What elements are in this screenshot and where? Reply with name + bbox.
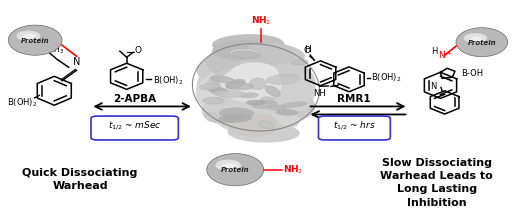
Ellipse shape (203, 97, 224, 104)
Ellipse shape (200, 83, 221, 90)
Ellipse shape (252, 101, 277, 108)
Ellipse shape (206, 42, 280, 78)
Ellipse shape (205, 113, 219, 122)
Ellipse shape (248, 87, 310, 114)
Ellipse shape (212, 42, 305, 70)
Text: O: O (135, 46, 142, 55)
Text: B-OH: B-OH (461, 69, 483, 78)
Ellipse shape (456, 28, 508, 57)
Ellipse shape (219, 108, 254, 119)
Ellipse shape (222, 163, 237, 170)
Ellipse shape (213, 90, 246, 97)
Ellipse shape (212, 86, 315, 127)
Ellipse shape (267, 105, 286, 110)
Ellipse shape (470, 36, 483, 42)
Ellipse shape (261, 97, 275, 104)
Ellipse shape (266, 74, 299, 84)
Text: H: H (431, 47, 437, 56)
Ellipse shape (218, 115, 244, 123)
Ellipse shape (226, 79, 245, 89)
Ellipse shape (239, 93, 258, 98)
Text: 2-APBA: 2-APBA (113, 94, 156, 104)
Ellipse shape (291, 59, 308, 65)
Text: N: N (73, 57, 80, 67)
Ellipse shape (210, 76, 234, 83)
Ellipse shape (196, 46, 315, 131)
Text: O: O (303, 46, 310, 55)
Ellipse shape (265, 86, 280, 97)
Ellipse shape (223, 114, 252, 122)
Ellipse shape (243, 42, 295, 66)
Text: RMR1: RMR1 (337, 94, 371, 104)
Text: $t_{1/2}$ ~ hrs: $t_{1/2}$ ~ hrs (333, 119, 375, 132)
Ellipse shape (227, 112, 279, 137)
Text: B(OH)$_2$: B(OH)$_2$ (7, 96, 37, 109)
Text: Slow Dissociating
Warhead Leads to
Long Lasting
Inhibition: Slow Dissociating Warhead Leads to Long … (381, 158, 493, 208)
Ellipse shape (249, 78, 266, 90)
Ellipse shape (281, 102, 307, 108)
Ellipse shape (225, 82, 254, 90)
Text: NH$_2$: NH$_2$ (283, 164, 303, 176)
Text: N$^+$: N$^+$ (438, 50, 453, 61)
Ellipse shape (202, 94, 274, 127)
Text: $t_{1/2}$ ~ mSec: $t_{1/2}$ ~ mSec (108, 119, 161, 132)
Ellipse shape (212, 40, 274, 60)
Ellipse shape (227, 122, 300, 143)
Text: NH: NH (313, 89, 326, 98)
Ellipse shape (276, 109, 298, 115)
FancyBboxPatch shape (91, 116, 178, 140)
Ellipse shape (23, 34, 37, 40)
Text: B(OH)$_2$: B(OH)$_2$ (371, 71, 402, 84)
Text: N: N (431, 82, 437, 91)
Ellipse shape (241, 49, 307, 80)
Text: Protein: Protein (221, 168, 250, 173)
Text: Protein: Protein (21, 38, 50, 44)
Ellipse shape (196, 66, 280, 114)
Text: Protein: Protein (467, 40, 496, 46)
Text: CH$_3$: CH$_3$ (48, 44, 64, 56)
Text: Quick Dissociating
Warhead: Quick Dissociating Warhead (22, 168, 138, 191)
Ellipse shape (220, 66, 282, 102)
Ellipse shape (209, 87, 229, 94)
Ellipse shape (246, 100, 265, 105)
Ellipse shape (258, 121, 274, 129)
Text: B(OH)$_2$: B(OH)$_2$ (153, 74, 183, 87)
Ellipse shape (230, 48, 259, 58)
Text: H: H (304, 45, 311, 54)
Ellipse shape (217, 106, 300, 135)
Ellipse shape (8, 25, 62, 55)
Ellipse shape (227, 62, 279, 90)
Ellipse shape (207, 154, 264, 186)
Ellipse shape (206, 65, 265, 96)
Ellipse shape (464, 33, 487, 43)
Ellipse shape (222, 58, 316, 102)
Ellipse shape (232, 51, 261, 59)
Text: NH$_2$: NH$_2$ (251, 15, 271, 27)
Ellipse shape (212, 34, 284, 54)
Ellipse shape (249, 77, 305, 104)
Ellipse shape (196, 50, 300, 90)
Ellipse shape (17, 31, 40, 41)
Ellipse shape (216, 160, 241, 171)
FancyBboxPatch shape (318, 116, 390, 140)
